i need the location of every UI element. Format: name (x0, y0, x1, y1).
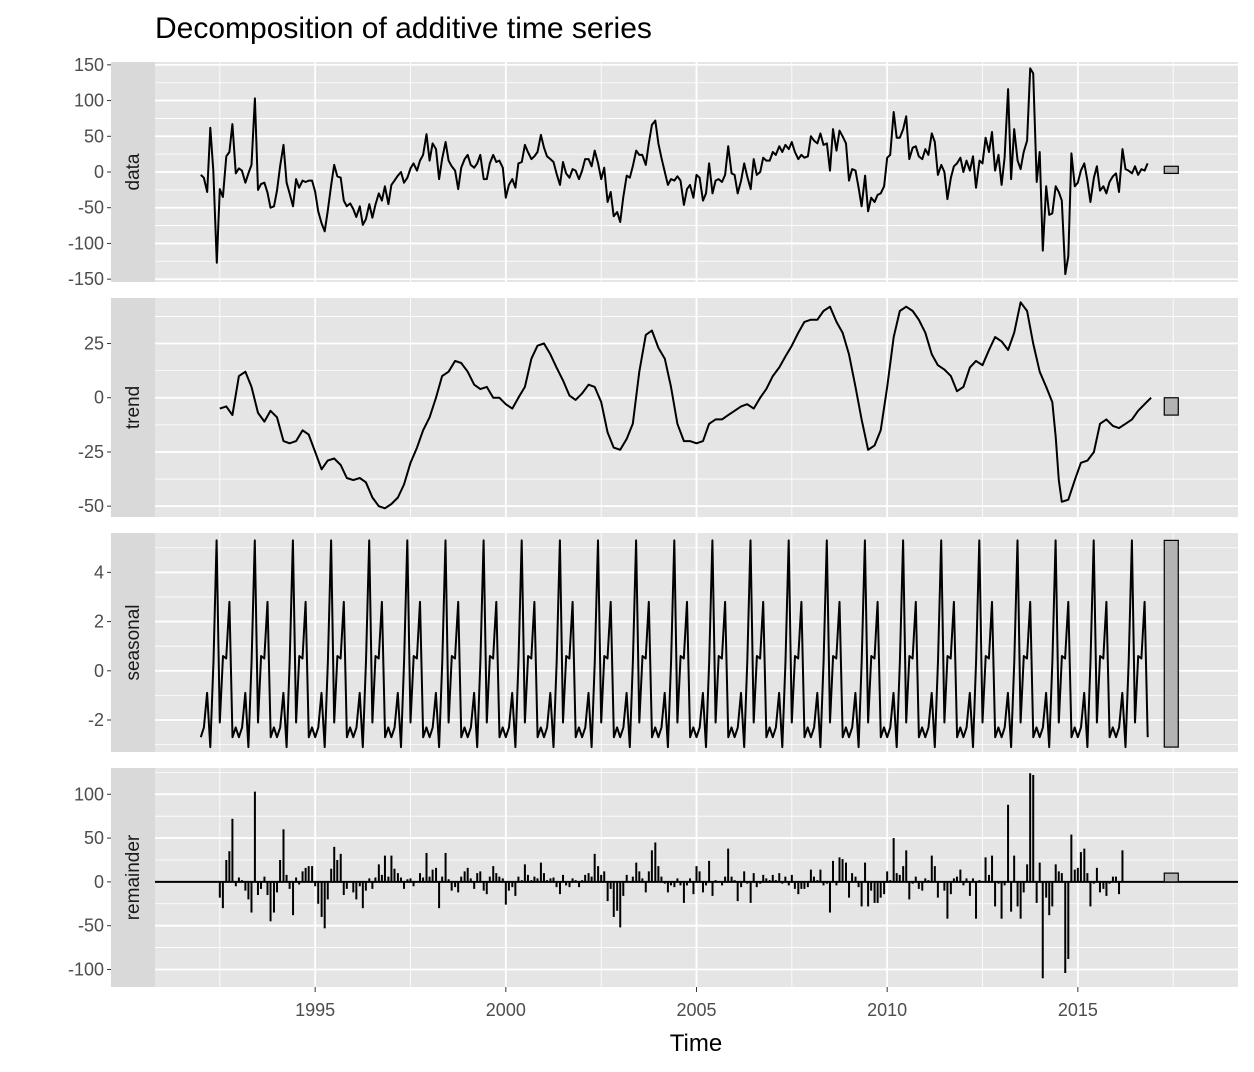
range-bar (1163, 165, 1179, 175)
y-tick-label: 0 (94, 872, 104, 892)
y-tick-label: -150 (68, 269, 104, 289)
panel-data: data -150 -100 -50 0 50 100 150 (68, 55, 1238, 289)
x-tick-label: 2005 (676, 1000, 716, 1020)
x-tick-label: 1995 (295, 1000, 335, 1020)
panels-layer: data-150-100-50050100150trend-50-25025se… (68, 55, 1238, 1020)
series-line-trend (219, 301, 1152, 510)
chart-title: Decomposition of additive time series (155, 12, 652, 45)
y-tick-label: 4 (94, 562, 104, 582)
x-axis-title: Time (670, 1030, 722, 1057)
x-tick-label: 2000 (486, 1000, 526, 1020)
range-bar (1163, 872, 1179, 883)
series-line-seasonal (199, 539, 1149, 749)
strip-label-trend: trend (123, 386, 144, 429)
x-tick-label: 2015 (1058, 1000, 1098, 1020)
y-tick-label: -100 (68, 959, 104, 979)
strip-background (111, 533, 155, 752)
strip-label-remainder: remainder (123, 834, 144, 920)
y-tick-label: -50 (78, 916, 104, 936)
y-tick-label: 50 (84, 828, 104, 848)
y-tick-label: 0 (94, 661, 104, 681)
strip-background (111, 768, 155, 987)
y-tick-label: -50 (78, 198, 104, 218)
y-tick-label: 100 (74, 91, 104, 111)
panel-seasonal: seasonal -2 0 2 4 (88, 533, 1238, 752)
y-tick-label: 100 (74, 784, 104, 804)
y-tick-label: -25 (78, 442, 104, 462)
y-tick-label: 25 (84, 334, 104, 354)
strip-background (111, 62, 155, 282)
series-line-data (200, 67, 1149, 276)
y-tick-label: -2 (88, 710, 104, 730)
range-bar (1163, 397, 1179, 416)
strip-label-data: data (123, 153, 144, 190)
y-tick-label: 2 (94, 612, 104, 632)
y-tick-label: 50 (84, 126, 104, 146)
range-bar (1163, 539, 1179, 748)
strip-label-seasonal: seasonal (123, 604, 144, 680)
y-tick-label: -50 (78, 496, 104, 516)
x-tick-label: 2010 (867, 1000, 907, 1020)
y-tick-label: 0 (94, 388, 104, 408)
y-tick-label: -100 (68, 233, 104, 253)
panel-trend: trend -50 -25 0 25 (78, 298, 1238, 517)
panel-remainder: remainder -100 -50 0 50 100 (68, 768, 1238, 987)
y-tick-label: 0 (94, 162, 104, 182)
y-tick-label: 150 (74, 55, 104, 75)
strip-background (111, 298, 155, 517)
